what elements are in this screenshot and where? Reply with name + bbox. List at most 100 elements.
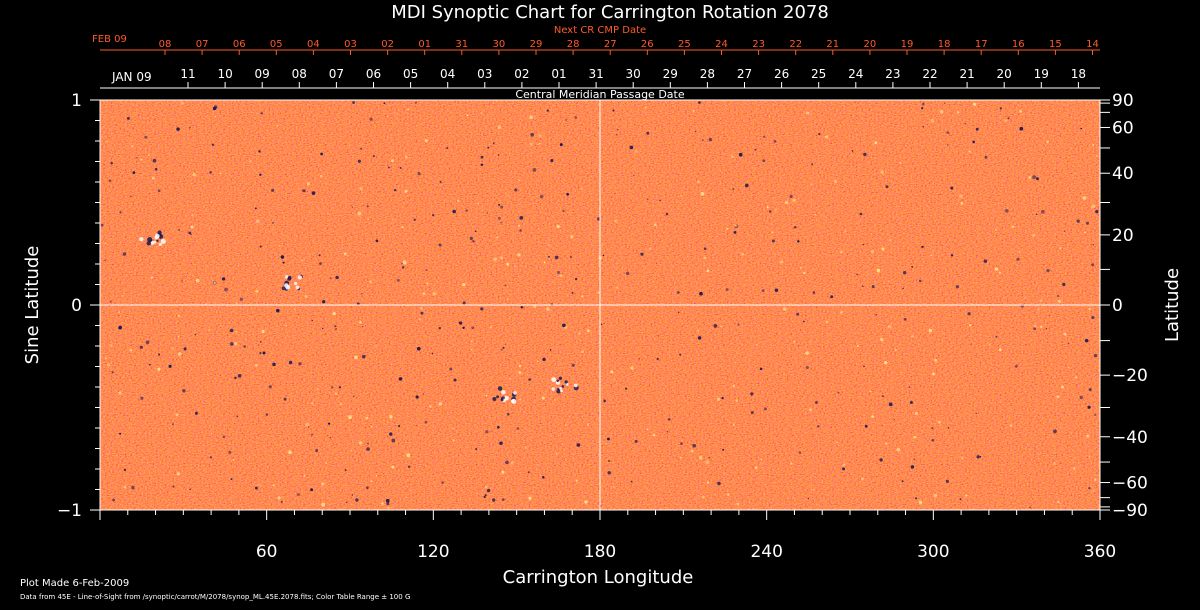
negative-flux-spot [875, 314, 877, 316]
positive-flux-spot [1088, 456, 1091, 458]
negative-flux-spot [548, 256, 550, 258]
y-right-tick-label: 0 [1112, 296, 1123, 316]
positive-flux-spot [151, 176, 155, 180]
negative-flux-spot [360, 147, 363, 150]
positive-flux-spot [799, 266, 802, 269]
positive-flux-spot [564, 423, 567, 426]
next-cr-date-item: 26 [641, 39, 654, 50]
negative-flux-spot [259, 341, 262, 343]
positive-flux-spot [332, 312, 336, 316]
negative-flux-spot [484, 494, 487, 497]
negative-flux-spot [401, 262, 403, 265]
negative-flux-spot [944, 102, 946, 104]
positive-flux-spot [219, 172, 222, 175]
positive-flux-spot [491, 503, 493, 505]
negative-flux-spot [189, 126, 191, 129]
positive-flux-spot [1028, 176, 1032, 179]
cmp-date-label-item: 08 [292, 67, 307, 81]
negative-flux-spot [327, 422, 331, 425]
negative-flux-spot [817, 425, 820, 428]
positive-flux-spot [824, 135, 829, 139]
negative-flux-spot [1091, 315, 1095, 320]
positive-flux-spot [989, 344, 991, 346]
positive-flux-spot [257, 484, 260, 486]
negative-flux-spot [1007, 117, 1010, 120]
negative-flux-spot [487, 146, 490, 149]
negative-flux-spot [234, 376, 237, 380]
negative-flux-spot [181, 280, 183, 282]
positive-flux-spot [528, 496, 532, 500]
positive-flux-spot [654, 223, 657, 227]
negative-flux-spot [1032, 175, 1036, 179]
positive-flux-spot [914, 411, 919, 415]
negative-flux-spot [211, 143, 215, 147]
positive-flux-spot [741, 252, 745, 256]
negative-flux-spot [483, 495, 486, 499]
positive-flux-spot [529, 115, 533, 119]
negative-flux-spot [311, 433, 313, 436]
cmp-date-label-item: 23 [885, 67, 900, 81]
negative-flux-spot [149, 239, 153, 242]
positive-flux-spot [551, 377, 557, 383]
positive-flux-spot [644, 106, 647, 109]
negative-flux-spot [322, 300, 326, 304]
positive-flux-spot [438, 402, 443, 406]
negative-flux-spot [1029, 506, 1031, 509]
positive-flux-spot [175, 413, 179, 416]
negative-flux-spot [282, 261, 285, 264]
positive-flux-spot [234, 342, 238, 346]
negative-flux-spot [617, 129, 619, 131]
negative-flux-spot [497, 386, 503, 391]
positive-flux-spot [994, 228, 997, 231]
negative-flux-spot [375, 239, 379, 243]
positive-flux-spot [697, 180, 700, 183]
negative-flux-spot [871, 285, 875, 289]
positive-flux-spot [698, 455, 703, 460]
next-cr-date-item: 04 [307, 39, 320, 50]
negative-flux-spot [842, 467, 845, 471]
positive-flux-spot [496, 236, 499, 239]
negative-flux-spot [126, 116, 130, 120]
positive-flux-spot [511, 398, 517, 404]
positive-flux-spot [885, 442, 888, 445]
y-left-tick-label: 0 [71, 296, 82, 316]
cmp-date-label-item: 31 [588, 67, 603, 81]
negative-flux-spot [492, 397, 497, 401]
negative-flux-spot [677, 311, 680, 314]
positive-flux-spot [191, 213, 194, 216]
positive-flux-spot [161, 277, 163, 279]
positive-flux-spot [570, 235, 574, 239]
positive-flux-spot [272, 484, 276, 487]
positive-flux-spot [961, 456, 964, 460]
positive-flux-spot [754, 466, 758, 469]
negative-flux-spot [759, 367, 763, 371]
positive-flux-spot [1091, 204, 1096, 209]
negative-flux-spot [276, 308, 280, 313]
negative-flux-spot [803, 320, 805, 323]
positive-flux-spot [391, 465, 395, 469]
positive-flux-spot [612, 378, 615, 381]
negative-flux-spot [485, 430, 489, 434]
negative-flux-spot [625, 271, 630, 276]
negative-flux-spot [156, 239, 159, 242]
negative-flux-spot [1004, 209, 1009, 213]
negative-flux-spot [499, 441, 503, 445]
y-right-tick-label: 20 [1112, 226, 1134, 246]
positive-flux-spot [418, 318, 421, 321]
negative-flux-spot [903, 271, 907, 275]
negative-flux-spot [574, 277, 578, 281]
positive-flux-spot [792, 198, 796, 203]
positive-flux-spot [1004, 119, 1008, 123]
negative-flux-spot [302, 189, 306, 193]
negative-flux-spot [574, 116, 578, 119]
negative-flux-spot [254, 207, 257, 210]
negative-flux-spot [1045, 327, 1048, 330]
negative-flux-spot [625, 387, 628, 390]
cmp-date-label-item: 25 [811, 67, 826, 81]
negative-flux-spot [100, 223, 104, 227]
negative-flux-spot [472, 240, 475, 243]
negative-flux-spot [497, 216, 501, 220]
positive-flux-spot [702, 495, 705, 499]
negative-flux-spot [475, 447, 478, 451]
